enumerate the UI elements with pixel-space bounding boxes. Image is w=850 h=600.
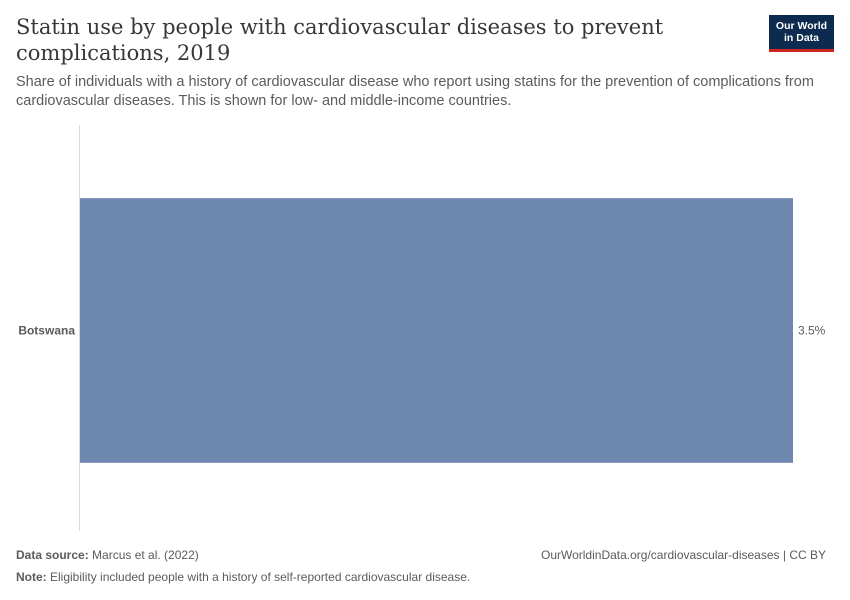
logo-line-2: in Data	[783, 32, 819, 44]
data-source-text: Marcus et al. (2022)	[88, 548, 199, 562]
chart-note: Note: Eligibility included people with a…	[16, 570, 470, 584]
value-label: 3.5%	[798, 324, 826, 338]
logo-line-1: Our World	[775, 20, 828, 32]
bars-group: Botswana 3.5%	[18, 198, 826, 463]
chart-title: Statin use by people with cardiovascular…	[16, 15, 664, 65]
note-label: Note:	[16, 570, 47, 584]
category-label: Botswana	[18, 324, 75, 338]
source-url-link[interactable]: OurWorldinData.org/cardiovascular-diseas…	[540, 548, 826, 562]
data-source: Data source: Marcus et al. (2022)	[16, 548, 199, 562]
data-source-label: Data source:	[16, 548, 89, 562]
note-text: Eligibility included people with a histo…	[46, 570, 471, 584]
chart-subtitle: Share of individuals with a history of c…	[16, 74, 814, 109]
bar-botswana[interactable]	[80, 198, 793, 463]
owid-logo[interactable]: Our World in Data	[769, 15, 834, 52]
